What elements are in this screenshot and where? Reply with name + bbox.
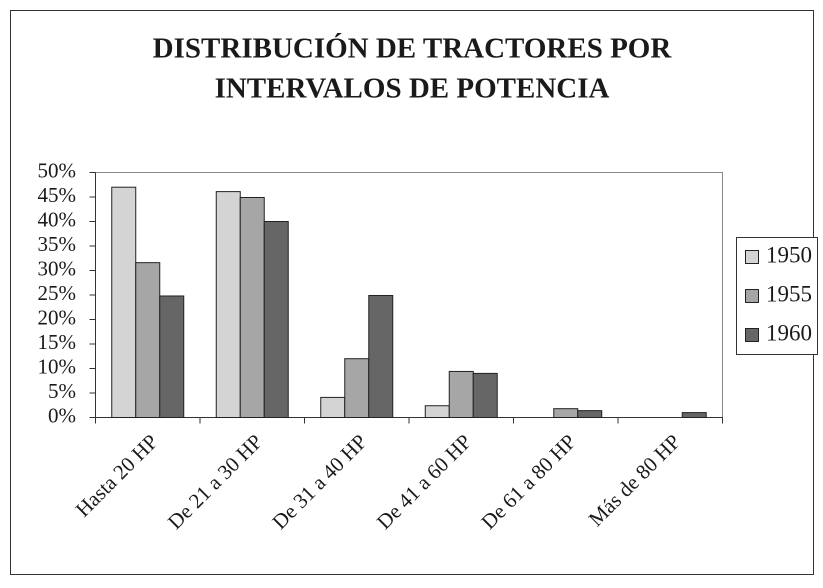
bar bbox=[111, 186, 137, 418]
bar bbox=[320, 396, 346, 419]
bar bbox=[368, 294, 394, 418]
y-tick-label: 50% bbox=[38, 158, 77, 182]
plot-area bbox=[95, 172, 723, 418]
bar bbox=[159, 295, 185, 419]
bar bbox=[424, 405, 450, 418]
y-tick-label: 30% bbox=[38, 256, 77, 280]
legend-label: 1950 bbox=[766, 242, 812, 267]
legend-label: 1955 bbox=[766, 281, 812, 306]
y-tick-label: 20% bbox=[38, 305, 77, 329]
bar bbox=[448, 370, 474, 419]
y-tick-label: 0% bbox=[48, 403, 76, 427]
bar bbox=[681, 412, 707, 419]
bar bbox=[239, 196, 265, 418]
y-tick-label: 45% bbox=[38, 183, 77, 207]
y-tick-label: 25% bbox=[38, 281, 77, 305]
bar bbox=[344, 358, 370, 419]
legend-swatch bbox=[745, 250, 759, 264]
legend-swatch bbox=[745, 289, 759, 303]
y-tick-label: 10% bbox=[38, 354, 77, 378]
y-tick-label: 5% bbox=[48, 379, 76, 403]
y-tick-label: 15% bbox=[38, 330, 77, 354]
chart-title: DISTRIBUCIÓN DE TRACTORES POR bbox=[153, 32, 673, 65]
bar bbox=[215, 191, 241, 418]
bar bbox=[135, 262, 161, 418]
y-tick-label: 40% bbox=[38, 207, 77, 231]
bar bbox=[472, 372, 498, 418]
y-tick-label: 35% bbox=[38, 232, 77, 256]
legend-swatch bbox=[745, 328, 759, 342]
legend-label: 1960 bbox=[766, 320, 812, 345]
chart-title: INTERVALOS DE POTENCIA bbox=[215, 73, 610, 105]
bar bbox=[553, 408, 579, 418]
bar bbox=[263, 221, 289, 418]
bar bbox=[577, 410, 603, 419]
